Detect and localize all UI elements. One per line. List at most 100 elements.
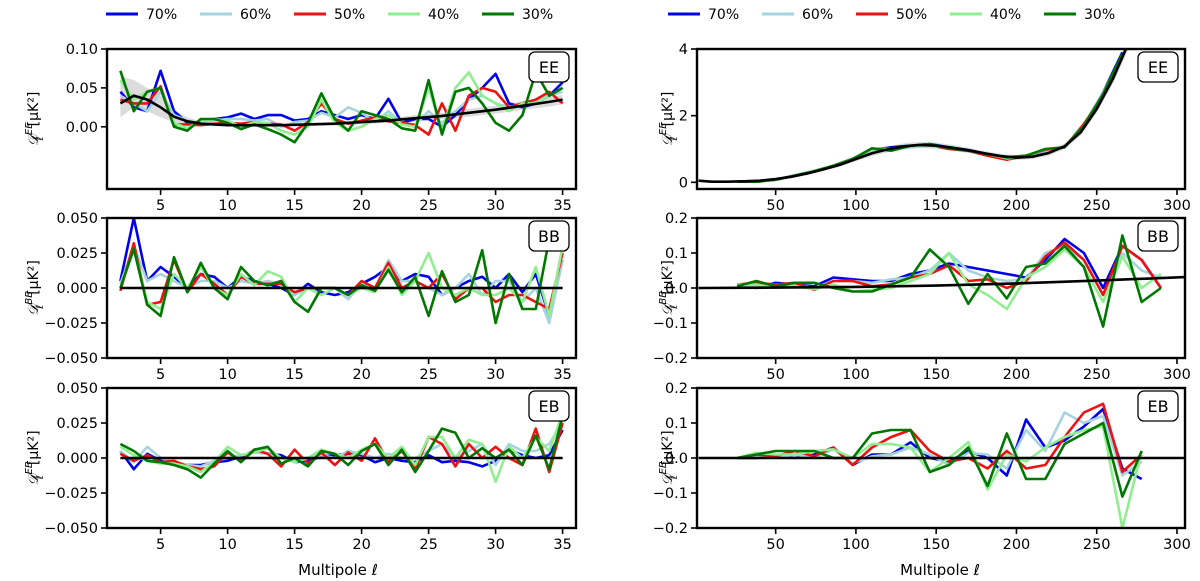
panel-label: EB [538,397,559,416]
y-tick-label: 0.025 [56,246,98,262]
panel-label: BB [1147,227,1169,246]
legend-item: 70% [668,7,739,23]
panel-bb-high: −0.2 −0.1 0.0 0.1 0.2 50 100 150 200 250 300 BB 𝒟BBℓ… [653,211,1191,383]
x-tick-label: 50 [766,198,784,214]
x-tick-label: 35 [553,198,571,214]
x-tick-label: 30 [486,537,504,553]
y-tick-label: 0.2 [665,381,688,397]
y-axis-label: 𝒟EEℓ[μK²] [24,92,46,147]
y-tick-label: −0.1 [653,316,688,332]
plot-area [698,234,1185,328]
legend-item: 60% [200,7,271,23]
x-tick-label: 10 [218,537,236,553]
x-tick-label: 200 [1003,198,1031,214]
x-tick-label: 10 [218,367,236,383]
series-line-40pct [736,425,1143,528]
y-tick-label: −0.025 [44,486,98,502]
y-tick-label: 0.050 [56,211,98,227]
legend-item: 60% [762,7,833,23]
x-tick-label: 250 [1083,367,1111,383]
y-axis-label: 𝒟EBℓ[μK²] [658,430,680,485]
series-line-30pct [736,234,1162,328]
x-tick-label: 300 [1163,198,1191,214]
x-tick-label: 15 [285,367,303,383]
model-line [698,275,1185,290]
series-line-50pct [119,241,564,311]
x-tick-label: 300 [1163,537,1191,553]
plot-area [698,49,1129,183]
y-tick-label: 2 [679,109,688,125]
legend-item: 40% [950,7,1021,23]
y-tick-label: −0.1 [653,486,688,502]
x-tick-label: 250 [1083,537,1111,553]
x-tick-label: 50 [766,537,784,553]
panel-label: EE [539,58,559,77]
panel-bb-low: −0.050 −0.025 0.000 0.025 0.050 5 10 15 20 25 30 35… [24,211,578,383]
y-axis-label: 𝒟BBℓ[μK²] [658,260,680,316]
y-tick-label: 0.050 [56,381,98,397]
panel-label-box [528,51,570,83]
series-line-40pct [737,55,1124,183]
x-tick-label: 5 [156,367,165,383]
legend-label: 30% [522,7,553,23]
series-line-60pct [736,411,1143,477]
x-tick-label: 25 [419,367,437,383]
legend-item: 50% [856,7,927,23]
y-tick-label: 0.1 [665,416,688,432]
x-tick-label: 20 [352,198,370,214]
legend-label: 70% [146,7,177,23]
x-tick-label: 25 [419,537,437,553]
legend-label: 50% [896,7,927,23]
x-tick-label: 30 [486,367,504,383]
legend-label: 60% [240,7,271,23]
plot-area [119,412,564,484]
axes-frame [105,47,578,191]
x-tick-label: 100 [842,537,870,553]
y-tick-label: 0.025 [56,416,98,432]
panel-eb-high: −0.2 −0.1 0.0 0.1 0.2 50 100 150 200 250 300 EB 𝒟EBℓ… [653,381,1191,553]
y-tick-label: 0.0 [665,451,688,467]
series-line-70pct [737,51,1124,183]
legend-item: 70% [106,7,177,23]
y-tick-label: 0.00 [66,120,98,136]
legend-label: 40% [990,7,1021,23]
x-tick-label: 200 [1003,537,1031,553]
y-axis-label: 𝒟EBℓ[μK²] [24,430,46,485]
x-tick-label: 5 [156,198,165,214]
model-line [698,49,1128,183]
x-tick-label: 50 [766,367,784,383]
panel-label-box [1137,390,1179,422]
y-axis-label: 𝒟EEℓ[μK²] [658,92,680,147]
x-tick-label: 200 [1003,367,1031,383]
series-line-60pct [737,55,1124,183]
x-tick-label: 100 [842,367,870,383]
x-tick-label: 20 [352,367,370,383]
y-tick-label: −0.2 [653,351,688,367]
legend-item: 30% [482,7,553,23]
panel-label-box [1137,51,1179,83]
legend-item: 50% [294,7,365,23]
legend-label: 30% [1084,7,1115,23]
panel-ee-low: 0.00 0.05 0.10 5 10 15 20 25 30 35 EE 𝒟EEℓ[μK²] [24,42,578,214]
x-tick-label: 300 [1163,367,1191,383]
plot-area [119,218,564,325]
y-tick-label: 0.000 [56,451,98,467]
x-tick-label: 25 [419,198,437,214]
panel-label: EE [1148,58,1168,77]
series-line-30pct [736,421,1143,498]
series-line-50pct [737,56,1124,183]
x-tick-label: 150 [922,367,950,383]
y-axis-label: 𝒟BBℓ[μK²] [24,260,46,316]
y-tick-label: 0.0 [665,281,688,297]
legend-label: 50% [334,7,365,23]
series-line-40pct [119,412,564,484]
panel-label: EB [1147,397,1168,416]
plot-area [119,69,564,144]
y-tick-label: 0.05 [66,81,98,97]
y-tick-label: 0 [679,175,688,191]
series-line-30pct [737,53,1124,183]
legend-label: 60% [802,7,833,23]
x-tick-label: 100 [842,198,870,214]
x-axis-label-left: Multipole ℓ [298,561,378,579]
